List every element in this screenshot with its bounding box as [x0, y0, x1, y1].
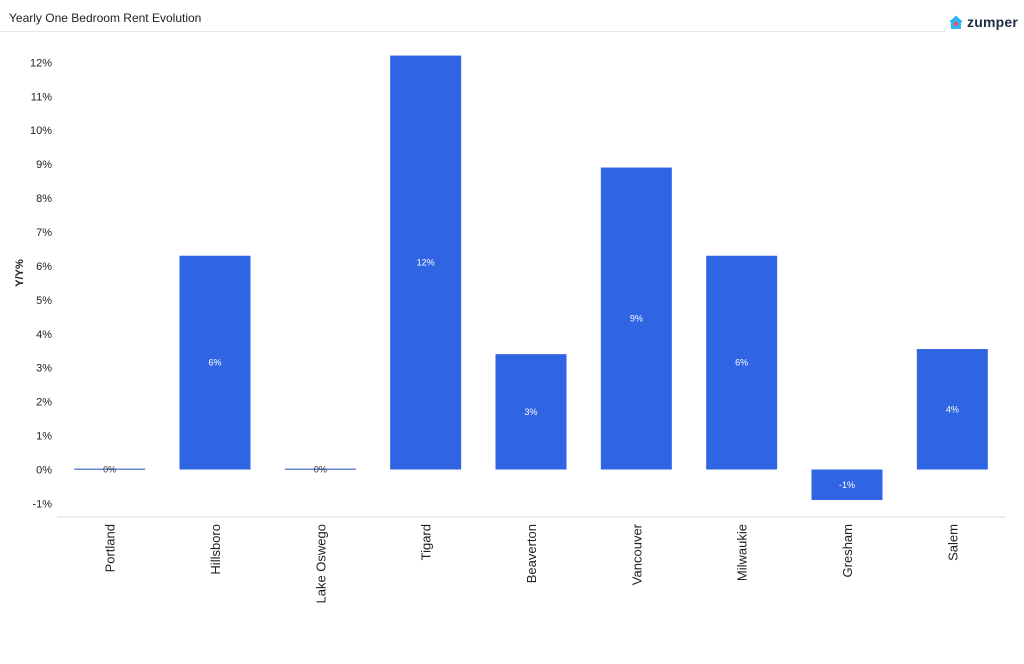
y-tick-label: -1% — [32, 498, 52, 510]
bar — [390, 55, 462, 470]
x-tick-label: Vancouver — [629, 523, 644, 585]
y-tick-label: 5% — [36, 295, 52, 307]
y-tick-label: 11% — [31, 91, 52, 103]
chart-header: Yearly One Bedroom Rent Evolution zumper — [0, 0, 1024, 32]
y-tick-label: 4% — [36, 329, 52, 341]
header-divider — [0, 31, 945, 32]
bar — [811, 469, 883, 501]
chart-title: Yearly One Bedroom Rent Evolution — [9, 11, 202, 25]
x-axis: Portland Hillsboro Lake Oswego Tigard Beaver… — [103, 523, 961, 603]
y-axis-label: Y/Y% — [14, 259, 26, 287]
bar — [179, 255, 251, 470]
x-tick-label: Gresham — [840, 524, 855, 577]
bar — [600, 167, 672, 470]
data-label: -1% — [839, 480, 855, 490]
x-tick-label: Tigard — [419, 524, 434, 560]
logo-text: zumper — [967, 14, 1018, 30]
y-tick-label: 3% — [36, 363, 52, 375]
y-tick-label: 12% — [30, 57, 52, 69]
y-tick-label: 7% — [36, 227, 52, 239]
bars: 0% 6% 0% 12% 3% 9% 6% -1% 4% — [74, 55, 988, 501]
y-tick-label: 9% — [36, 159, 52, 171]
y-tick-label: 8% — [36, 193, 52, 205]
data-label: 3% — [524, 407, 537, 417]
x-tick-label: Portland — [103, 524, 118, 572]
x-tick-label: Lake Oswego — [313, 524, 328, 604]
y-tick-label: 6% — [36, 261, 52, 273]
x-tick-label: Salem — [945, 524, 960, 561]
y-tick-label: 10% — [30, 125, 52, 137]
zumper-logo[interactable]: zumper — [948, 13, 1018, 31]
house-icon — [948, 14, 964, 30]
bar — [495, 354, 567, 470]
y-tick-label: 1% — [36, 431, 52, 443]
y-tick-label: 2% — [36, 397, 52, 409]
x-tick-label: Hillsboro — [208, 524, 223, 575]
data-label: 6% — [208, 358, 221, 368]
data-label: 0% — [314, 465, 327, 475]
data-label: 0% — [103, 465, 116, 475]
x-tick-label: Milwaukie — [735, 524, 750, 581]
data-label: 12% — [417, 258, 435, 268]
x-tick-label: Beaverton — [524, 524, 539, 583]
y-tick-label: 0% — [36, 465, 52, 477]
bar — [916, 349, 988, 470]
data-label: 6% — [735, 358, 748, 368]
bar — [74, 468, 146, 470]
data-label: 4% — [946, 404, 959, 414]
bar — [706, 255, 778, 470]
data-label: 9% — [630, 314, 643, 324]
bar — [284, 468, 356, 470]
bar-chart: Y/Y% -1% 0% 1% 2% 3% 4% 5% 6% 7% 8% 9% 10% 11% 12% 0%… — [14, 55, 1005, 604]
y-axis: -1% 0% 1% 2% 3% 4% 5% 6% 7% 8% 9% 10% 11% 12% — [30, 57, 52, 510]
